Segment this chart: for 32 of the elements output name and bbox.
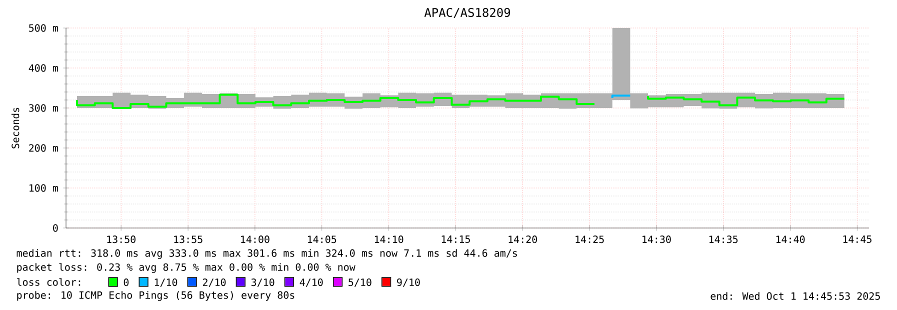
x-tick-label: 13:50: [107, 236, 136, 244]
y-tick-label: 0: [53, 224, 58, 232]
y-axis-title: Seconds: [11, 108, 20, 148]
x-tick-label: 14:45: [843, 236, 872, 243]
y-tick-label: 300 m: [29, 104, 58, 112]
legend-label: 5/10: [348, 278, 372, 287]
x-tick-label: 14:40: [776, 236, 805, 244]
legend-label: 3/10: [251, 278, 274, 287]
x-tick-label: 14:35: [709, 236, 738, 244]
legend-label: 9/10: [397, 278, 420, 287]
legend-label: 0: [124, 278, 129, 286]
text: probe: 10 ICMP Echo Pings (56 Bytes) every 80s: [17, 291, 294, 301]
legend-label: 1/10: [154, 278, 178, 287]
y-tick-label: 200 m: [29, 144, 58, 152]
x-tick-label: 13:55: [174, 236, 202, 244]
x-tick-label: 14:30: [642, 236, 671, 244]
text: packet loss: 0.23 % avg 8.75 % max 0.00 % min 0.00 % now: [17, 263, 356, 273]
legend-label: 4/10: [300, 278, 323, 287]
x-tick-label: 14:10: [374, 236, 404, 244]
chart-title: APAC/AS18209: [424, 8, 510, 18]
x-tick-label: 14:20: [508, 236, 537, 244]
legend-label: 2/10: [202, 278, 226, 287]
text: median rtt: 318.0 ms avg 333.0 ms max 301.6 ms min 324.0 ms now 7.1 ms sd 44.6 am/s: [16, 249, 517, 259]
y-tick-label: 500 m: [29, 24, 58, 32]
y-tick-label: 400 m: [28, 64, 58, 72]
legend-title: loss color:: [17, 278, 80, 286]
y-tick-label: 100 m: [30, 184, 58, 192]
x-tick-label: 14:05: [308, 236, 336, 244]
x-tick-label: 14:00: [241, 236, 270, 244]
x-tick-label: 14:15: [442, 236, 470, 243]
x-tick-label: 14:25: [576, 236, 604, 244]
text: end: Wed Oct 1 14:45:53 2025: [710, 292, 880, 300]
